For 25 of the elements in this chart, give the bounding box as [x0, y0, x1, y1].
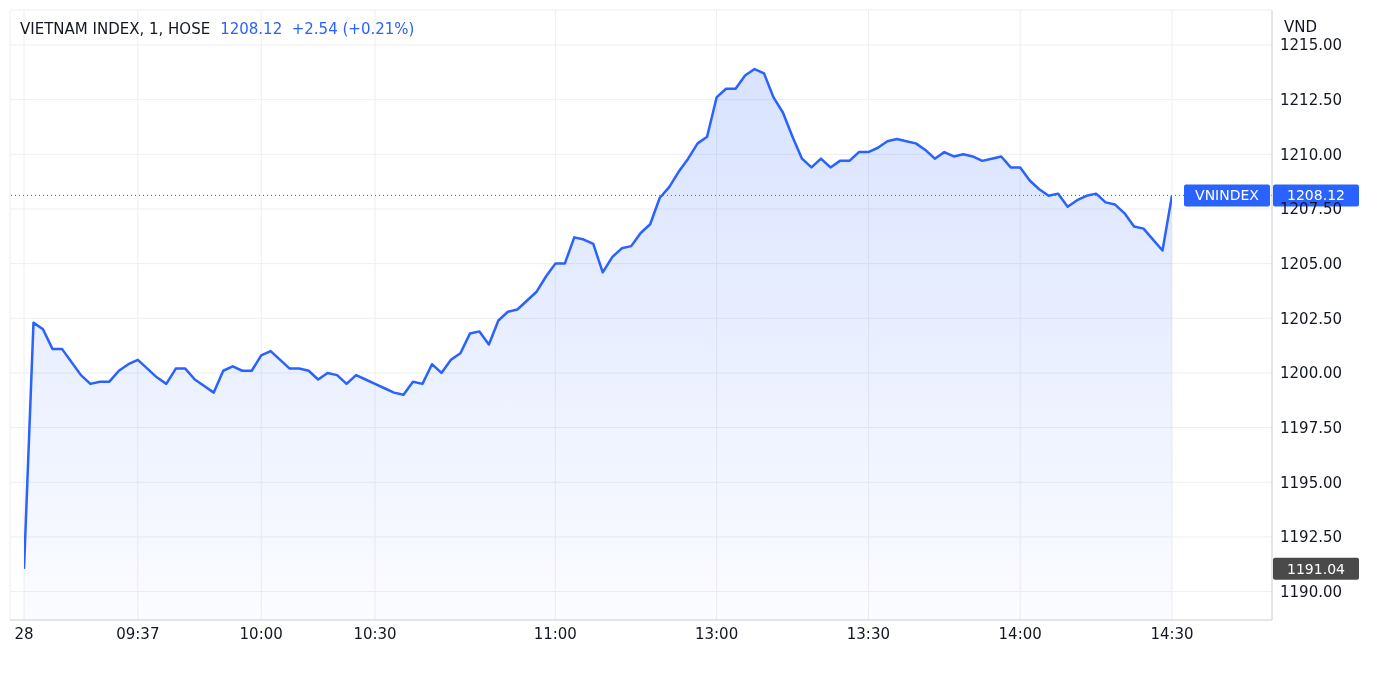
x-tick-label: 13:30 — [846, 624, 891, 643]
x-tick-label: 11:00 — [533, 624, 577, 643]
x-tick-label: 09:37 — [116, 624, 160, 643]
y-tick-label: 1205.00 — [1280, 254, 1343, 273]
x-tick-label: 28 — [14, 624, 34, 643]
text: 1191.04 — [1287, 560, 1346, 577]
y-tick-label: 1192.50 — [1280, 528, 1343, 547]
y-axis-title: VND — [1284, 18, 1318, 36]
text: VIETNAM INDEX, 1, HOSE — [20, 20, 211, 38]
y-tick-label: 1197.50 — [1280, 418, 1343, 437]
x-tick-label: 10:00 — [239, 624, 283, 643]
y-tick-label: 1207.50 — [1280, 200, 1343, 219]
text: 1208.12 +2.54 (+0.21%) — [220, 20, 415, 38]
y-tick-label: 1195.00 — [1280, 473, 1343, 492]
y-tick-label: 1202.50 — [1280, 309, 1343, 328]
y-tick-label: 1210.00 — [1280, 145, 1343, 164]
ref-line-label: VNINDEX — [1195, 187, 1260, 204]
y-tick-label: 1212.50 — [1280, 90, 1343, 109]
x-tick-label: 14:30 — [1150, 624, 1194, 643]
x-tick-label: 14:00 — [998, 624, 1042, 643]
x-tick-label: 13:00 — [694, 624, 739, 643]
y-tick-label: 1190.00 — [1280, 582, 1343, 601]
y-tick-label: 1215.00 — [1280, 36, 1343, 55]
y-tick-label: 1200.00 — [1280, 364, 1343, 383]
x-tick-label: 10:30 — [353, 624, 397, 643]
